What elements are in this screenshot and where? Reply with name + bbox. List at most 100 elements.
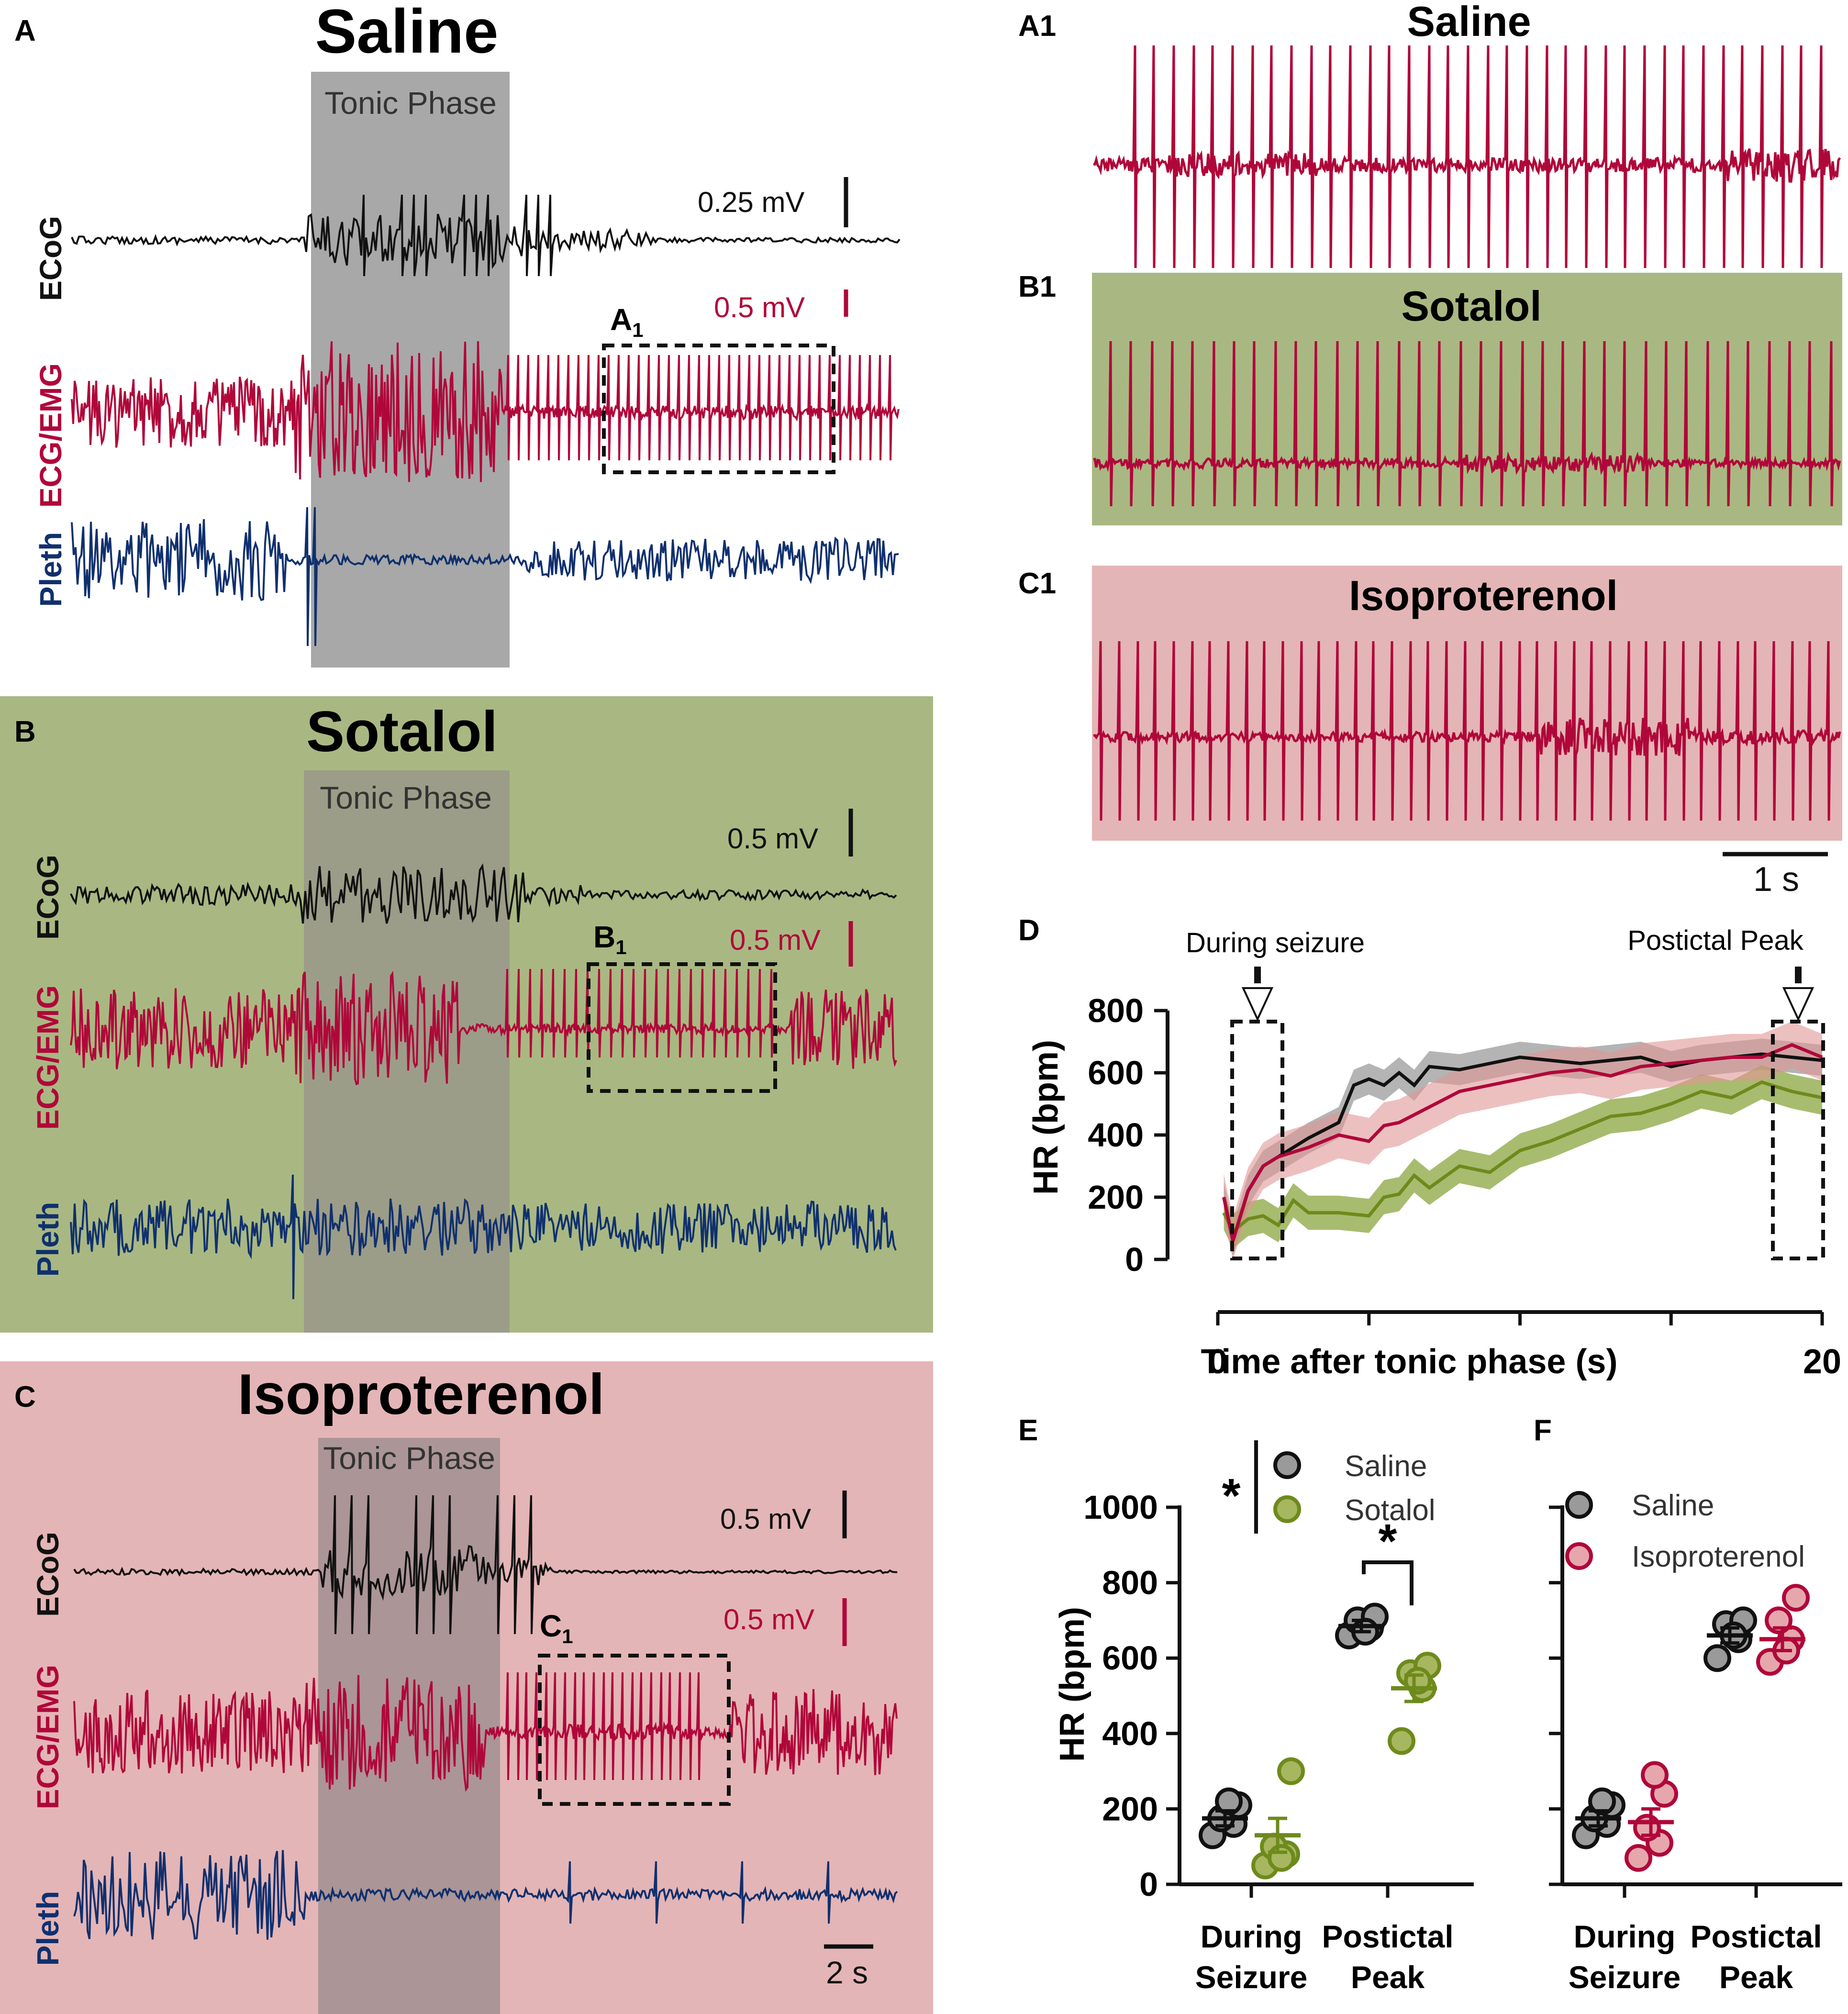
e-y-tick-label: 200 (1102, 1790, 1158, 1827)
e-category-label: Seizure (1195, 1959, 1308, 1995)
zoom-box-c1-label: C1 (540, 1609, 573, 1647)
ecog-label-b: ECoG (31, 855, 65, 940)
panel-d: D HR (bpm) Time after tonic phase (s) Du… (1018, 914, 1841, 1381)
f-category-label: Peak (1719, 1959, 1793, 1995)
panel-c1-letter: C1 (1018, 567, 1056, 600)
e-postictal-significance-star: * (1379, 1514, 1397, 1568)
d-x-tick-label: 0 (1208, 1343, 1227, 1381)
ecg-scale-label-a: 0.5 mV (714, 291, 805, 323)
ecog-scale-label-c: 0.5 mV (720, 1503, 811, 1535)
e-legend-label: Saline (1345, 1450, 1427, 1483)
ecog-trace-b (70, 863, 897, 924)
d-annotation-during-seizure: During seizure (1186, 927, 1365, 958)
ecog-scale-label-b: 0.5 mV (727, 823, 818, 855)
panel-b: B Sotalol Tonic Phase ECoG ECG/EMG Pleth… (0, 696, 933, 1333)
e-plot-area: 0 200 400 600 800 1000 During Seizure Postictal P… (1083, 1440, 1474, 1995)
panel-c1: C1 Isoproterenol 1 s (1018, 566, 1842, 899)
e-y-tick-label: 400 (1102, 1715, 1158, 1752)
ecog-scale-label-a: 0.25 mV (698, 186, 804, 218)
d-series-line (1222, 1043, 1823, 1242)
zoom-box-a1 (602, 344, 835, 474)
pleth-label-c: Pleth (31, 1891, 65, 1966)
ecg-trace-b (70, 968, 897, 1086)
d-postictal-peak-box (1771, 1020, 1825, 1260)
ecog-trace-a (71, 194, 901, 277)
f-category-label: Postictal (1690, 1919, 1822, 1954)
f-category-label: Seizure (1569, 1959, 1681, 1995)
ecog-label-c: ECoG (31, 1532, 65, 1617)
pleth-trace-c (73, 1850, 898, 1940)
e-y-tick-label: 600 (1102, 1639, 1158, 1677)
panel-e-letter: E (1018, 1414, 1038, 1447)
panel-b1-title: Sotalol (1401, 282, 1541, 330)
tonic-phase-label-a: Tonic Phase (324, 85, 497, 121)
time-scale-label-c1: 1 s (1753, 860, 1799, 899)
d-y-tick-label: 600 (1088, 1054, 1144, 1091)
f-data-point (1625, 1844, 1652, 1872)
panel-a-letter: A (14, 14, 36, 47)
zoom-box-a1-label: A1 (610, 302, 644, 341)
ecg-scale-label-b: 0.5 mV (730, 924, 821, 956)
panel-b1: B1 Sotalol (1018, 270, 1842, 525)
panel-a-title: Saline (315, 0, 499, 66)
e-postictal-significance-bracket (1362, 1560, 1414, 1605)
f-data-point (1782, 1584, 1810, 1612)
e-ylabel: HR (bpm) (1053, 1607, 1091, 1762)
panel-c-letter: C (14, 1380, 36, 1413)
panel-a1-title: Saline (1407, 0, 1531, 45)
f-data-point (1641, 1761, 1669, 1789)
e-y-tick-label: 800 (1102, 1564, 1158, 1602)
ecg-trace-a (71, 341, 900, 482)
panel-e: E HR (bpm) 0 200 400 600 800 1000 During Seizur… (1018, 1414, 1474, 1995)
time-scale-label-c: 2 s (826, 1955, 868, 1990)
panel-a1: A1 Saline (1018, 0, 1841, 268)
zoom-box-b1 (587, 962, 777, 1093)
ecg-zoom-trace-c1 (1093, 641, 1841, 821)
panel-c-title: Isoproterenol (238, 1362, 605, 1426)
tonic-phase-label-c: Tonic Phase (323, 1440, 495, 1476)
ecg-trace-c (73, 1672, 898, 1792)
panel-a: A Saline Tonic Phase ECoG ECG/EMG Pleth … (14, 0, 901, 668)
d-xlabel: Time after tonic phase (s) (1201, 1343, 1618, 1381)
panel-f-letter: F (1534, 1414, 1552, 1447)
d-ylabel: HR (bpm) (1027, 1040, 1065, 1195)
e-group-significance-star: * (1222, 1469, 1241, 1523)
f-plot-area: During Seizure Postictal Peak Saline Isoprote… (1549, 1489, 1842, 1995)
pleth-label-b: Pleth (31, 1202, 65, 1277)
d-y-tick-label: 0 (1125, 1241, 1144, 1278)
e-data-point (1268, 1844, 1295, 1872)
pleth-trace-a (71, 507, 899, 646)
ecg-label-a: ECG/EMG (33, 363, 68, 508)
d-y-tick-label: 800 (1088, 992, 1144, 1029)
e-category-label: Postictal (1322, 1919, 1453, 1954)
panel-c: C Isoproterenol Tonic Phase ECoG ECG/EMG… (0, 1361, 933, 2014)
ecg-zoom-trace-b1 (1093, 341, 1841, 507)
panel-b-title: Sotalol (306, 700, 498, 764)
e-data-point (1388, 1727, 1415, 1755)
panel-b1-background (1092, 273, 1842, 525)
ecg-label-c: ECG/EMG (31, 1665, 65, 1809)
f-category-label: During (1574, 1919, 1676, 1954)
e-legend-marker (1273, 1495, 1301, 1523)
d-during-seizure-box (1230, 1020, 1284, 1260)
e-y-tick-label: 0 (1139, 1866, 1158, 1903)
e-y-tick-label: 1000 (1083, 1489, 1158, 1526)
e-legend-label: Sotalol (1345, 1494, 1436, 1527)
e-legend-marker (1273, 1451, 1301, 1479)
pleth-label-a: Pleth (33, 532, 68, 607)
ecg-scale-label-c: 0.5 mV (724, 1603, 814, 1636)
ecg-label-b: ECG/EMG (31, 985, 65, 1130)
panel-b-letter: B (14, 715, 36, 748)
e-data-point (1215, 1787, 1243, 1815)
panel-c1-title: Isoproterenol (1349, 572, 1618, 619)
f-legend-label: Saline (1632, 1489, 1714, 1522)
d-series-band (1224, 1038, 1822, 1257)
e-category-label: During (1201, 1919, 1303, 1954)
d-y-tick-label: 400 (1088, 1116, 1144, 1154)
e-data-point (1277, 1757, 1305, 1785)
ecog-trace-c (73, 1495, 898, 1635)
e-category-label: Peak (1351, 1959, 1425, 1995)
f-data-point (1588, 1787, 1616, 1815)
d-series-band (1224, 1021, 1822, 1259)
tonic-phase-label-b: Tonic Phase (320, 780, 492, 815)
